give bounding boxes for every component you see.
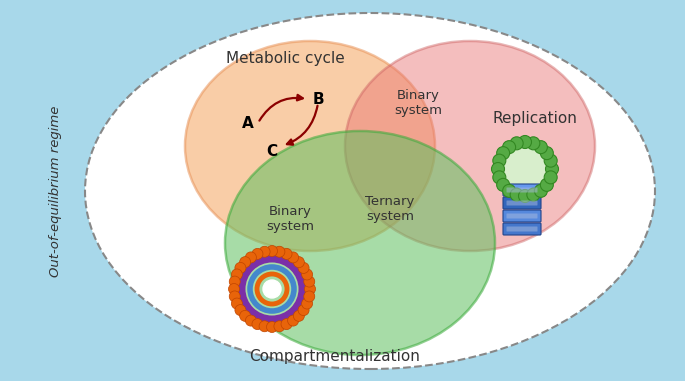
Text: B: B	[312, 91, 324, 107]
Circle shape	[492, 163, 504, 176]
Circle shape	[232, 298, 242, 309]
Text: Metabolic cycle: Metabolic cycle	[225, 51, 345, 67]
Circle shape	[519, 189, 532, 202]
Ellipse shape	[345, 41, 595, 251]
FancyBboxPatch shape	[506, 226, 538, 232]
Text: Compartmentalization: Compartmentalization	[249, 349, 421, 363]
Circle shape	[259, 321, 270, 332]
Text: Replication: Replication	[493, 112, 577, 126]
Circle shape	[281, 248, 292, 259]
Circle shape	[527, 137, 540, 150]
Circle shape	[303, 276, 315, 287]
Circle shape	[305, 283, 316, 295]
Circle shape	[263, 280, 281, 298]
FancyBboxPatch shape	[503, 184, 541, 196]
Circle shape	[527, 188, 540, 201]
Circle shape	[534, 141, 547, 154]
Circle shape	[229, 276, 240, 287]
Circle shape	[540, 178, 553, 191]
Circle shape	[245, 252, 256, 263]
Circle shape	[519, 136, 532, 149]
FancyBboxPatch shape	[503, 210, 541, 222]
Circle shape	[503, 184, 516, 197]
Circle shape	[293, 311, 304, 321]
Circle shape	[298, 263, 309, 274]
Text: Out-of-equilibrium regime: Out-of-equilibrium regime	[49, 105, 62, 277]
Circle shape	[510, 137, 523, 150]
Ellipse shape	[225, 131, 495, 355]
Circle shape	[301, 269, 312, 280]
Text: A: A	[242, 115, 254, 131]
Text: C: C	[266, 144, 277, 158]
Circle shape	[274, 321, 285, 332]
Circle shape	[298, 305, 309, 315]
Circle shape	[301, 298, 312, 309]
Ellipse shape	[85, 13, 655, 369]
Circle shape	[229, 291, 240, 302]
Circle shape	[288, 315, 299, 326]
Circle shape	[240, 257, 251, 267]
Circle shape	[240, 311, 251, 321]
FancyBboxPatch shape	[506, 213, 538, 218]
Circle shape	[497, 178, 510, 191]
Text: Binary
system: Binary system	[266, 205, 314, 233]
FancyBboxPatch shape	[506, 200, 538, 205]
Circle shape	[544, 154, 557, 167]
Circle shape	[493, 171, 506, 184]
FancyBboxPatch shape	[503, 197, 541, 209]
Circle shape	[281, 319, 292, 330]
Circle shape	[266, 245, 277, 256]
FancyBboxPatch shape	[506, 187, 538, 192]
Circle shape	[500, 144, 550, 194]
Circle shape	[303, 291, 315, 302]
Ellipse shape	[185, 41, 435, 251]
Circle shape	[293, 257, 304, 267]
FancyBboxPatch shape	[503, 223, 541, 235]
Circle shape	[545, 163, 558, 176]
Text: Binary
system: Binary system	[394, 89, 442, 117]
Circle shape	[245, 315, 256, 326]
Circle shape	[503, 141, 516, 154]
Circle shape	[235, 305, 246, 315]
Circle shape	[493, 154, 506, 167]
Circle shape	[232, 269, 242, 280]
Circle shape	[252, 248, 263, 259]
Circle shape	[497, 147, 510, 160]
Circle shape	[259, 246, 270, 257]
Circle shape	[266, 322, 277, 333]
Circle shape	[540, 147, 553, 160]
Text: Ternary
system: Ternary system	[365, 195, 414, 223]
Circle shape	[510, 188, 523, 201]
Circle shape	[534, 184, 547, 197]
Circle shape	[288, 252, 299, 263]
Circle shape	[544, 171, 557, 184]
Circle shape	[274, 246, 285, 257]
Circle shape	[252, 319, 263, 330]
Circle shape	[229, 283, 240, 295]
Circle shape	[235, 263, 246, 274]
